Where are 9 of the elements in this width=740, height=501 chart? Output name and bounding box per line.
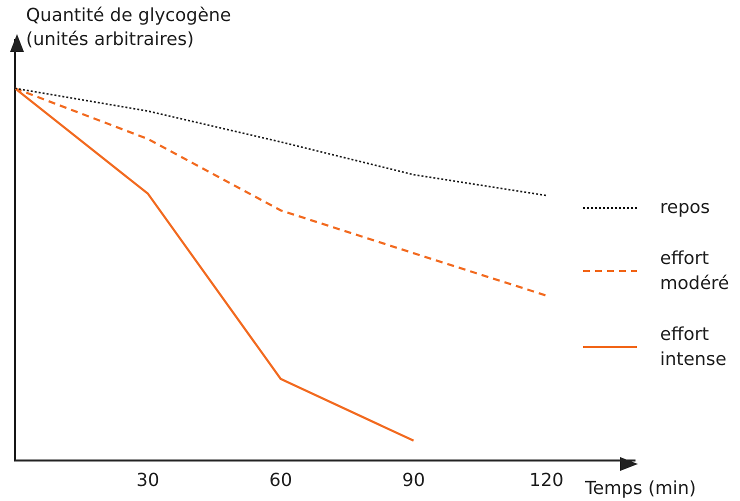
x-tick-label: 30 (136, 470, 160, 491)
legend-label: effort modéré (660, 247, 730, 296)
legend-label: effort intense (660, 323, 728, 372)
x-tick-label: 60 (269, 470, 292, 491)
legend-label: repos (660, 196, 711, 220)
x-axis-title: Temps (min) (585, 478, 696, 499)
y-axis-title: Quantité de glycogène (unités arbitraires) (26, 4, 232, 52)
x-tick-label: 120 (529, 470, 564, 491)
x-tick-label: 90 (402, 470, 426, 491)
